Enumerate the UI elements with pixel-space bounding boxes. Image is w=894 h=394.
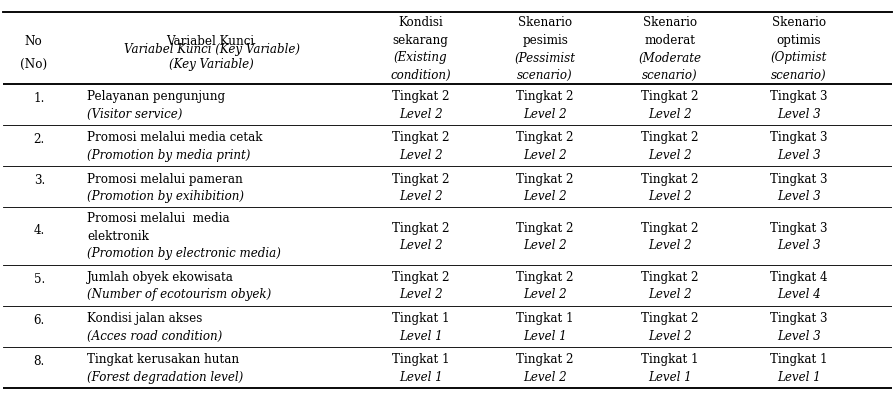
Text: Tingkat 2: Tingkat 2	[392, 221, 449, 234]
Text: Tingkat 2: Tingkat 2	[640, 173, 698, 186]
Text: Level 2: Level 2	[399, 239, 443, 252]
Text: Skenario: Skenario	[518, 17, 572, 30]
Text: Level 2: Level 2	[647, 190, 691, 203]
Text: Level 3: Level 3	[776, 149, 820, 162]
Text: scenario): scenario)	[517, 69, 572, 82]
Text: Tingkat 2: Tingkat 2	[516, 221, 574, 234]
Text: (Key Variable): (Key Variable)	[169, 58, 254, 71]
Text: 8.: 8.	[34, 355, 45, 368]
Text: Level 2: Level 2	[523, 108, 567, 121]
Text: Tingkat 1: Tingkat 1	[640, 353, 698, 366]
Text: Jumlah obyek ekowisata: Jumlah obyek ekowisata	[87, 271, 233, 284]
Text: Level 3: Level 3	[776, 239, 820, 252]
Text: Level 2: Level 2	[399, 108, 443, 121]
Text: Level 1: Level 1	[399, 370, 443, 383]
Text: Tingkat 2: Tingkat 2	[640, 132, 698, 145]
Text: 4.: 4.	[34, 223, 45, 236]
Text: Tingkat 3: Tingkat 3	[770, 221, 827, 234]
Text: Level 2: Level 2	[523, 190, 567, 203]
Text: Kondisi jalan akses: Kondisi jalan akses	[87, 312, 202, 325]
Text: Level 1: Level 1	[523, 329, 567, 342]
Text: Tingkat 2: Tingkat 2	[516, 353, 574, 366]
Text: Pelayanan pengunjung: Pelayanan pengunjung	[87, 90, 225, 103]
Text: (Visitor service): (Visitor service)	[87, 108, 182, 121]
Text: 6.: 6.	[34, 314, 45, 327]
Text: Tingkat 4: Tingkat 4	[770, 271, 827, 284]
Text: Level 2: Level 2	[523, 288, 567, 301]
Text: Level 2: Level 2	[647, 239, 691, 252]
Text: Tingkat 1: Tingkat 1	[516, 312, 574, 325]
Text: Skenario: Skenario	[642, 17, 696, 30]
Text: Tingkat 2: Tingkat 2	[640, 90, 698, 103]
Text: (Number of ecotourism obyek): (Number of ecotourism obyek)	[87, 288, 271, 301]
Text: (Promotion by electronic media): (Promotion by electronic media)	[87, 247, 281, 260]
Text: Promosi melalui pameran: Promosi melalui pameran	[87, 173, 242, 186]
Text: condition): condition)	[390, 69, 451, 82]
Text: moderat: moderat	[644, 34, 695, 47]
Text: Tingkat 2: Tingkat 2	[516, 173, 574, 186]
Text: (No): (No)	[20, 58, 47, 71]
Text: Level 2: Level 2	[399, 190, 443, 203]
Text: Promosi melalui media cetak: Promosi melalui media cetak	[87, 132, 262, 145]
Text: Kondisi: Kondisi	[398, 17, 443, 30]
Text: sekarang: sekarang	[392, 34, 448, 47]
Text: Tingkat 2: Tingkat 2	[516, 90, 574, 103]
Text: elektronik: elektronik	[87, 229, 148, 242]
Text: Tingkat 2: Tingkat 2	[392, 132, 449, 145]
Text: Level 3: Level 3	[776, 190, 820, 203]
Text: Tingkat 2: Tingkat 2	[640, 312, 698, 325]
Text: Level 2: Level 2	[647, 329, 691, 342]
Text: Tingkat 3: Tingkat 3	[770, 312, 827, 325]
Text: Level 2: Level 2	[523, 149, 567, 162]
Text: 1.: 1.	[34, 92, 45, 105]
Text: Tingkat 3: Tingkat 3	[770, 132, 827, 145]
Text: Level 2: Level 2	[523, 370, 567, 383]
Text: Skenario: Skenario	[772, 17, 825, 30]
Text: Level 2: Level 2	[399, 288, 443, 301]
Text: Tingkat 1: Tingkat 1	[392, 353, 449, 366]
Text: Level 1: Level 1	[776, 370, 820, 383]
Text: Tingkat 3: Tingkat 3	[770, 173, 827, 186]
Text: Level 1: Level 1	[399, 329, 443, 342]
Text: pesimis: pesimis	[522, 34, 568, 47]
Text: Level 3: Level 3	[776, 108, 820, 121]
Text: Level 4: Level 4	[776, 288, 820, 301]
Text: Promosi melalui  media: Promosi melalui media	[87, 212, 230, 225]
Text: (Pessimist: (Pessimist	[514, 52, 575, 65]
Text: (Optimist: (Optimist	[770, 52, 826, 65]
Text: scenario): scenario)	[642, 69, 697, 82]
Text: Variabel Kunci (Key Variable): Variabel Kunci (Key Variable)	[123, 43, 299, 56]
Text: (Acces road condition): (Acces road condition)	[87, 329, 222, 342]
Text: Tingkat 2: Tingkat 2	[516, 132, 574, 145]
Text: Tingkat 2: Tingkat 2	[392, 173, 449, 186]
Text: Tingkat 2: Tingkat 2	[392, 271, 449, 284]
Text: Tingkat 2: Tingkat 2	[640, 271, 698, 284]
Text: (Promotion by media print): (Promotion by media print)	[87, 149, 250, 162]
Text: Level 2: Level 2	[647, 288, 691, 301]
Text: (Moderate: (Moderate	[637, 52, 701, 65]
Text: optimis: optimis	[776, 34, 821, 47]
Text: Tingkat 2: Tingkat 2	[392, 90, 449, 103]
Text: Level 3: Level 3	[776, 329, 820, 342]
Text: (Existing: (Existing	[393, 52, 447, 65]
Text: No: No	[25, 35, 43, 48]
Text: Tingkat 3: Tingkat 3	[770, 90, 827, 103]
Text: (Forest degradation level): (Forest degradation level)	[87, 370, 243, 383]
Text: Tingkat 1: Tingkat 1	[770, 353, 827, 366]
Text: Level 2: Level 2	[523, 239, 567, 252]
Text: Level 1: Level 1	[647, 370, 691, 383]
Text: Tingkat 2: Tingkat 2	[640, 221, 698, 234]
Text: Tingkat 2: Tingkat 2	[516, 271, 574, 284]
Text: scenario): scenario)	[771, 69, 826, 82]
Text: Tingkat kerusakan hutan: Tingkat kerusakan hutan	[87, 353, 239, 366]
Text: 5.: 5.	[34, 273, 45, 286]
Text: (Promotion by exihibition): (Promotion by exihibition)	[87, 190, 244, 203]
Text: Tingkat 1: Tingkat 1	[392, 312, 449, 325]
Text: Level 2: Level 2	[399, 149, 443, 162]
Text: 2.: 2.	[34, 133, 45, 146]
Text: Variabel Kunci: Variabel Kunci	[165, 35, 257, 48]
Text: 3.: 3.	[34, 175, 45, 188]
Text: Level 2: Level 2	[647, 149, 691, 162]
Text: Level 2: Level 2	[647, 108, 691, 121]
